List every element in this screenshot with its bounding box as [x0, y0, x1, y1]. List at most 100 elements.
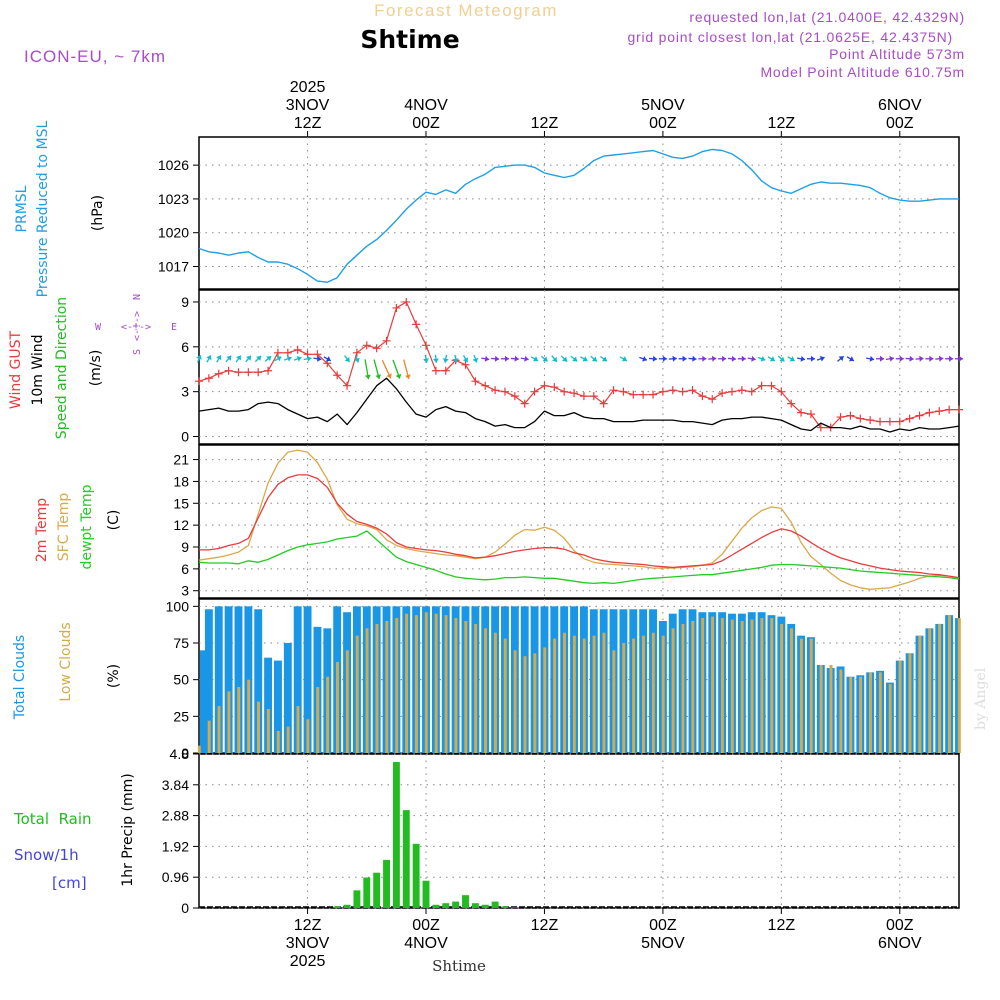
y-tick-label: 50 [173, 672, 189, 688]
time-axis-label: 00Z [649, 115, 677, 132]
temp-dew-label: dewpt Temp [79, 484, 95, 569]
gust-marker [422, 341, 431, 350]
low-cloud-bar [424, 612, 428, 753]
precip-bar [491, 901, 499, 908]
y-tick-label: 0.96 [162, 869, 189, 885]
credit-text: by Angel [973, 667, 989, 730]
time-axis-label: 00Z [886, 917, 914, 934]
wind-direction-arrow [580, 356, 588, 362]
precip-gridlines [199, 753, 959, 909]
gust-marker [431, 366, 440, 375]
low-cloud-bar [345, 650, 349, 753]
gust-marker [649, 390, 658, 399]
arrow-head [206, 355, 212, 361]
low-cloud-bar [237, 687, 241, 753]
wind-unit: (m/s) [88, 350, 104, 387]
wind-direction-arrow [757, 355, 766, 362]
grid-point: grid point closest lon,lat (21.0625E, 42… [627, 29, 953, 45]
total-cloud-bar [244, 606, 253, 753]
clouds-gridlines [199, 599, 959, 754]
gust-marker [895, 417, 904, 426]
time-axis-label: 12Z [531, 917, 559, 934]
low-cloud-bar [365, 628, 369, 753]
total-cloud-bar [224, 606, 233, 753]
arrow-head [810, 355, 815, 362]
low-cloud-bar [247, 679, 251, 753]
precip-axis-label: 1hr Precip (mm) [120, 773, 136, 886]
gust-marker [846, 411, 855, 420]
y-tick-label: 3 [181, 384, 189, 400]
precip-bar [452, 901, 460, 908]
pressure-y-ticks: 1017 1020 1023 1026 [158, 157, 199, 274]
arrow-head [672, 355, 677, 362]
wind-direction-arrow [254, 355, 262, 363]
temp-2m-line [199, 474, 960, 579]
time-axis-label: 00Z [412, 115, 440, 132]
low-cloud-bar [691, 621, 695, 753]
wind-direction-arrow [688, 355, 697, 362]
gust-marker [747, 387, 756, 396]
precip-bar [353, 890, 361, 908]
arrow-head [462, 357, 469, 363]
y-tick-label: 4.8 [170, 746, 190, 762]
precip-bar [481, 904, 489, 908]
compass-south: S [132, 349, 143, 355]
wind-direction-arrow [293, 355, 302, 362]
precip-bar [333, 906, 341, 908]
gust-marker [678, 387, 687, 396]
arrow-head [514, 355, 519, 362]
temperature-series [198, 449, 960, 590]
wind-direction-arrow [423, 354, 429, 363]
requested-point: requested lon,lat (21.0400E, 42.4329N) [689, 9, 965, 25]
low-cloud-bar [434, 613, 438, 753]
snow-unit-label: [cm] [52, 874, 87, 892]
wind-direction-arrow [658, 355, 667, 362]
low-cloud-bar [671, 628, 675, 753]
low-cloud-bar [918, 635, 922, 753]
wind-y-ticks: 0 3 6 9 [181, 294, 199, 445]
low-cloud-bar [651, 632, 655, 753]
wind-direction-arrow [648, 355, 658, 362]
low-cloud-bar [395, 618, 399, 753]
arrow-head [533, 356, 539, 362]
wind-direction-arrow [945, 355, 954, 362]
wind-direction-arrow [678, 355, 687, 362]
gust-marker [668, 386, 677, 395]
arrow-head [751, 355, 756, 362]
low-cloud-bar [493, 632, 497, 753]
gust-line [198, 301, 959, 429]
gust-marker [925, 408, 934, 417]
arrow-head [760, 355, 766, 362]
compass-rose-icon: N S W E <-!-> <-!-> [95, 294, 177, 355]
low-clouds-label: Low Clouds [58, 622, 74, 701]
arrow-head [316, 355, 322, 362]
precip-bar [373, 872, 381, 908]
precip-bar [501, 906, 509, 908]
y-tick-label: 3 [181, 583, 189, 599]
low-cloud-bar [563, 632, 566, 753]
arrow-head [869, 355, 875, 362]
compass-arrow-vertical: <-!-> [132, 311, 143, 341]
low-cloud-bar [661, 635, 665, 753]
wind-direction-arrow [462, 354, 469, 363]
low-cloud-bar [750, 619, 754, 753]
arrow-head [542, 356, 548, 362]
gust-marker [461, 360, 470, 369]
total-cloud-bar [214, 606, 223, 753]
arrow-head [889, 355, 894, 362]
wind-gridlines [199, 290, 959, 444]
arrow-head [364, 374, 371, 380]
time-axis-label: 00Z [649, 917, 677, 934]
arrow-head [276, 356, 282, 362]
low-cloud-bar [355, 635, 359, 753]
gust-marker [876, 417, 885, 426]
low-cloud-bar [641, 635, 645, 753]
wind-direction-arrow [837, 355, 845, 362]
precip-bar [442, 903, 450, 908]
arrow-head [226, 355, 232, 361]
gust-marker [264, 366, 273, 375]
low-cloud-bar [474, 623, 478, 753]
low-cloud-bar [898, 660, 902, 753]
wind-direction-arrow [767, 356, 776, 362]
arrow-head [572, 356, 578, 362]
